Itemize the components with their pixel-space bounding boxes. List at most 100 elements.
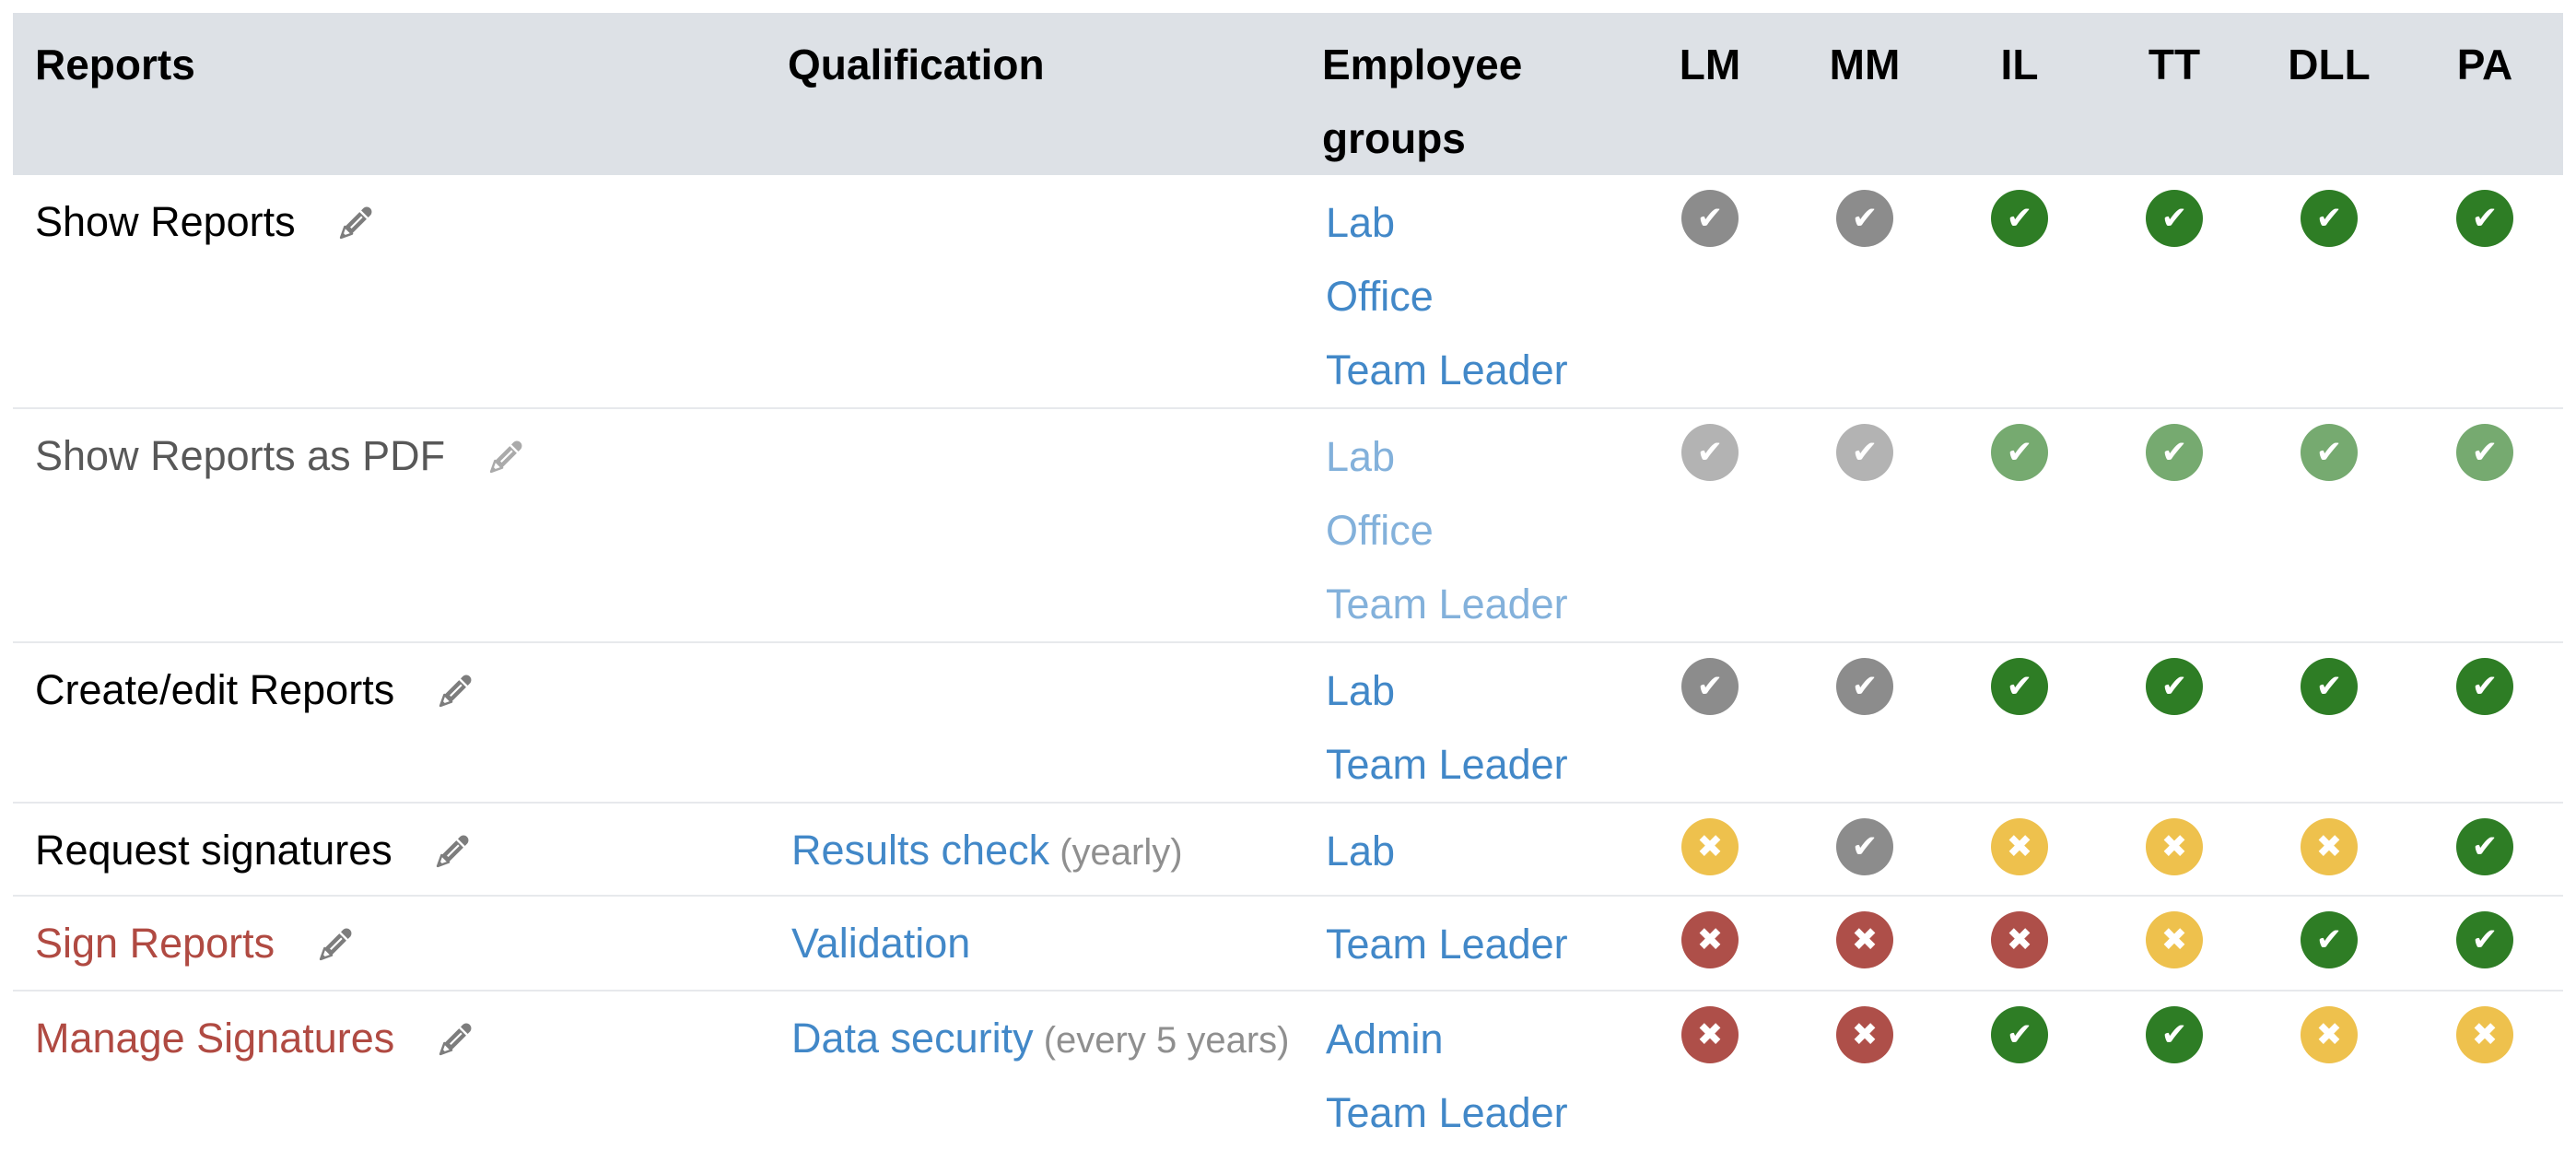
status-cell: ✔ xyxy=(2097,407,2252,642)
status-cell: ✔ xyxy=(1787,641,1942,803)
report-title: Sign Reports xyxy=(35,920,275,967)
column-header-mm: MM xyxy=(1787,13,1942,175)
column-header-pa: PA xyxy=(2406,13,2563,175)
report-cell: Sign Reports xyxy=(13,895,788,991)
qualification-cell: Results check (yearly) xyxy=(788,802,1322,896)
employee-groups-cell: Lab Team Leader xyxy=(1322,641,1633,803)
status-cell: ✖ xyxy=(1942,802,2097,896)
edit-pencil-icon[interactable] xyxy=(430,1015,480,1064)
status-check-icon[interactable]: ✔ xyxy=(2301,658,2358,715)
status-cell: ✔ xyxy=(1942,641,2097,803)
status-cell: ✔ xyxy=(2097,641,2252,803)
status-cell: ✔ xyxy=(2406,407,2563,642)
edit-pencil-icon[interactable] xyxy=(427,827,477,876)
qualification-cell xyxy=(788,641,1322,803)
status-check-icon[interactable]: ✔ xyxy=(2301,911,2358,968)
status-cell: ✔ xyxy=(2252,641,2406,803)
qualification-cell: Validation xyxy=(788,895,1322,991)
column-header-qualification: Qualification xyxy=(788,13,1322,175)
employee-group-link[interactable]: Team Leader xyxy=(1326,921,1568,968)
report-title: Request signatures xyxy=(35,827,392,874)
qualification-note: (every 5 years) xyxy=(1033,1020,1290,1061)
status-check-icon[interactable]: ✔ xyxy=(1836,658,1893,715)
status-cross-icon[interactable]: ✖ xyxy=(2146,911,2203,968)
edit-pencil-icon[interactable] xyxy=(310,920,360,969)
edit-pencil-icon[interactable] xyxy=(430,666,480,716)
status-cross-icon[interactable]: ✖ xyxy=(1681,911,1739,968)
report-cell: Request signatures xyxy=(13,802,788,896)
table-row: Show Reports as PDF Lab Office Team Leader… xyxy=(13,407,2563,642)
table-row: Manage Signatures Data security (every 5… xyxy=(13,990,2563,1150)
status-cross-icon[interactable]: ✖ xyxy=(1836,911,1893,968)
status-cell: ✔ xyxy=(2097,990,2252,1150)
status-cross-icon[interactable]: ✖ xyxy=(2301,1006,2358,1063)
employee-groups-cell: Lab Office Team Leader xyxy=(1322,407,1633,642)
status-check-icon[interactable]: ✔ xyxy=(1991,190,2048,247)
status-check-icon[interactable]: ✔ xyxy=(2456,911,2513,968)
employee-group-link[interactable]: Lab xyxy=(1326,827,1396,874)
qualification-link[interactable]: Results check xyxy=(791,827,1050,874)
employee-groups-cell: Lab Office Team Leader xyxy=(1322,175,1633,408)
status-check-icon[interactable]: ✔ xyxy=(2146,658,2203,715)
status-cell: ✖ xyxy=(2252,990,2406,1150)
status-check-icon[interactable]: ✔ xyxy=(1836,818,1893,875)
edit-pencil-icon[interactable] xyxy=(331,198,381,248)
employee-group-link[interactable]: Lab xyxy=(1326,433,1396,480)
status-cross-icon[interactable]: ✖ xyxy=(2146,818,2203,875)
status-cross-icon[interactable]: ✖ xyxy=(1681,818,1739,875)
status-check-icon[interactable]: ✔ xyxy=(1991,1006,2048,1063)
status-cell: ✔ xyxy=(2406,175,2563,408)
qualification-cell xyxy=(788,407,1322,642)
employee-group-link[interactable]: Office xyxy=(1326,273,1434,320)
status-cross-icon[interactable]: ✖ xyxy=(2301,818,2358,875)
status-check-icon[interactable]: ✔ xyxy=(1836,190,1893,247)
status-check-icon[interactable]: ✔ xyxy=(2456,658,2513,715)
report-title: Manage Signatures xyxy=(35,1015,395,1062)
status-check-icon[interactable]: ✔ xyxy=(2301,424,2358,481)
status-check-icon[interactable]: ✔ xyxy=(2146,424,2203,481)
column-header-employee-groups: Employee groups xyxy=(1322,13,1633,175)
report-title: Show Reports xyxy=(35,198,296,245)
status-cell: ✖ xyxy=(2097,802,2252,896)
employee-groups-cell: Team Leader xyxy=(1322,895,1633,991)
edit-pencil-icon[interactable] xyxy=(481,432,531,482)
status-check-icon[interactable]: ✔ xyxy=(2456,424,2513,481)
status-check-icon[interactable]: ✔ xyxy=(2146,190,2203,247)
employee-group-link[interactable]: Admin xyxy=(1326,1015,1444,1062)
status-cell: ✖ xyxy=(2252,802,2406,896)
status-cell: ✔ xyxy=(2406,641,2563,803)
employee-group-link[interactable]: Lab xyxy=(1326,667,1396,714)
status-cell: ✔ xyxy=(1633,407,1787,642)
report-cell: Show Reports xyxy=(13,175,788,408)
status-check-icon[interactable]: ✔ xyxy=(2456,190,2513,247)
status-cell: ✔ xyxy=(1787,407,1942,642)
employee-group-link[interactable]: Team Leader xyxy=(1326,346,1568,393)
report-cell: Manage Signatures xyxy=(13,990,788,1150)
status-cross-icon[interactable]: ✖ xyxy=(1681,1006,1739,1063)
status-cell: ✖ xyxy=(1787,990,1942,1150)
status-cross-icon[interactable]: ✖ xyxy=(1991,818,2048,875)
status-check-icon[interactable]: ✔ xyxy=(1681,190,1739,247)
status-cross-icon[interactable]: ✖ xyxy=(2456,1006,2513,1063)
employee-group-link[interactable]: Lab xyxy=(1326,199,1396,246)
status-check-icon[interactable]: ✔ xyxy=(2146,1006,2203,1063)
status-check-icon[interactable]: ✔ xyxy=(2456,818,2513,875)
status-check-icon[interactable]: ✔ xyxy=(1991,424,2048,481)
status-cell: ✖ xyxy=(2097,895,2252,991)
employee-group-link[interactable]: Office xyxy=(1326,507,1434,554)
status-check-icon[interactable]: ✔ xyxy=(2301,190,2358,247)
status-cross-icon[interactable]: ✖ xyxy=(1836,1006,1893,1063)
qualification-link[interactable]: Data security xyxy=(791,1015,1034,1062)
status-cross-icon[interactable]: ✖ xyxy=(1991,911,2048,968)
status-cell: ✔ xyxy=(1942,407,2097,642)
employee-group-link[interactable]: Team Leader xyxy=(1326,741,1568,788)
status-cell: ✖ xyxy=(1633,895,1787,991)
status-check-icon[interactable]: ✔ xyxy=(1991,658,2048,715)
status-check-icon[interactable]: ✔ xyxy=(1836,424,1893,481)
status-check-icon[interactable]: ✔ xyxy=(1681,424,1739,481)
status-check-icon[interactable]: ✔ xyxy=(1681,658,1739,715)
qualification-note: (yearly) xyxy=(1049,832,1183,873)
employee-group-link[interactable]: Team Leader xyxy=(1326,1089,1568,1136)
employee-group-link[interactable]: Team Leader xyxy=(1326,581,1568,628)
qualification-link[interactable]: Validation xyxy=(791,920,971,967)
